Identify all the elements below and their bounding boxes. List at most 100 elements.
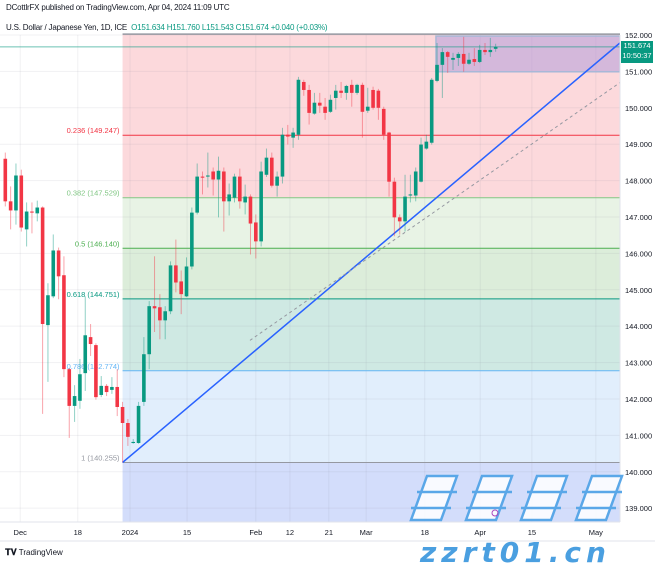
close-value: C151.674: [235, 23, 269, 32]
open-value: O151.634: [131, 23, 165, 32]
time-tick-label: May: [589, 528, 603, 537]
candle-down: [254, 222, 258, 242]
candle-up: [413, 171, 418, 196]
time-tick-label: Apr: [474, 528, 486, 537]
candle-up: [184, 266, 189, 297]
watermark-stroke: [466, 490, 512, 510]
price-axis-bg: [620, 0, 655, 522]
tradingview-logo-icon: 𝐓𝐕: [5, 547, 17, 557]
candle-down: [248, 196, 253, 224]
time-axis[interactable]: Dec 18 2024 15 Feb 12 21 Mar 18 Apr 15 May: [0, 521, 655, 542]
candle-down: [270, 157, 274, 186]
price-tick-label: 148.000: [625, 177, 652, 186]
candle-up: [99, 385, 104, 395]
candle-up: [72, 396, 77, 406]
candle-down: [179, 281, 183, 295]
time-tick-label: 18: [421, 528, 429, 537]
price-tick-label: 146.000: [625, 249, 652, 258]
candle-down: [56, 250, 61, 277]
candle-up: [493, 46, 498, 49]
candle-down: [317, 102, 322, 106]
candle-up: [296, 79, 301, 135]
fib-zone: [122, 370, 620, 463]
candle-up: [429, 79, 434, 143]
candle-up: [78, 374, 82, 401]
candle-up: [163, 311, 167, 321]
candle-up: [365, 106, 370, 111]
fib-level-label: 0.5 (146.140): [75, 239, 120, 248]
candle-down: [115, 386, 120, 407]
price-tick-label: 147.000: [625, 213, 652, 222]
candle-down: [62, 275, 66, 370]
candle-down: [19, 175, 24, 228]
candle-down: [126, 422, 130, 437]
high-value: H151.760: [166, 23, 200, 32]
watermark-url: zzrt01.cn: [419, 536, 611, 566]
candle-up: [259, 171, 263, 242]
last-price-label: 151.674 10:50:37: [621, 41, 653, 63]
candle-down: [158, 307, 162, 321]
price-axis[interactable]: 152.000 151.000 150.000 149.000 148.000 147.0…: [619, 0, 655, 522]
candle-up: [344, 85, 349, 93]
candle-up: [328, 99, 333, 112]
candle-down: [67, 369, 72, 406]
candle-down: [461, 53, 466, 64]
candle-up: [131, 441, 136, 444]
candle-up: [216, 170, 221, 180]
candle-up: [477, 49, 482, 62]
time-tick-label: 2024: [122, 528, 139, 537]
candle-up: [24, 211, 29, 230]
candle-up: [168, 265, 173, 312]
candle-down: [339, 90, 343, 93]
fib-zone: [122, 197, 620, 249]
candle-up: [435, 64, 439, 81]
candle-up: [451, 57, 455, 60]
candle-up: [419, 144, 423, 182]
candle-up: [51, 250, 56, 297]
tradingview-brand[interactable]: 𝐓𝐕 TradingView: [5, 547, 63, 558]
candle-up: [206, 175, 210, 177]
candle-up: [456, 53, 461, 58]
candles: [3, 36, 498, 463]
candle-down: [94, 345, 98, 398]
candle-down: [174, 265, 178, 283]
candle-up: [275, 176, 279, 186]
price-tick-label: 143.000: [625, 359, 652, 368]
candle-down: [211, 171, 215, 180]
candle-up: [147, 306, 152, 355]
time-tick-label: Mar: [360, 528, 373, 537]
candle-down: [397, 217, 402, 222]
candle-up: [291, 132, 295, 138]
candle-down: [285, 134, 290, 137]
candle-up: [110, 386, 114, 390]
candle-down: [371, 89, 375, 108]
candle-up: [440, 52, 445, 65]
candle-up: [142, 354, 146, 402]
symbol-legend: U.S. Dollar / Japanese Yen, 1D, ICE O151…: [6, 23, 328, 32]
candle-down: [104, 385, 109, 393]
candle-down: [88, 337, 93, 345]
candle-up: [243, 196, 247, 203]
time-tick-label: 21: [325, 528, 333, 537]
time-tick-label: Feb: [249, 528, 262, 537]
candle-up: [190, 212, 194, 267]
event-marker-icon: [491, 509, 499, 517]
candle-down: [8, 201, 13, 211]
candle-up: [312, 102, 317, 114]
candle-down: [301, 81, 306, 90]
candle-up: [264, 157, 269, 175]
price-tick-label: 141.000: [625, 431, 652, 440]
candle-up: [355, 84, 359, 93]
candle-up: [408, 194, 413, 196]
price-tick-label: 144.000: [625, 322, 652, 331]
candle-down: [472, 59, 477, 62]
candle-up: [195, 176, 199, 213]
fib-zones: [122, 34, 620, 522]
candle-up: [333, 90, 338, 98]
candle-down: [152, 306, 157, 309]
watermark-stroke: [411, 490, 457, 510]
trendline: [122, 42, 621, 464]
candle-down: [323, 106, 327, 113]
time-tick-label: 12: [286, 528, 294, 537]
